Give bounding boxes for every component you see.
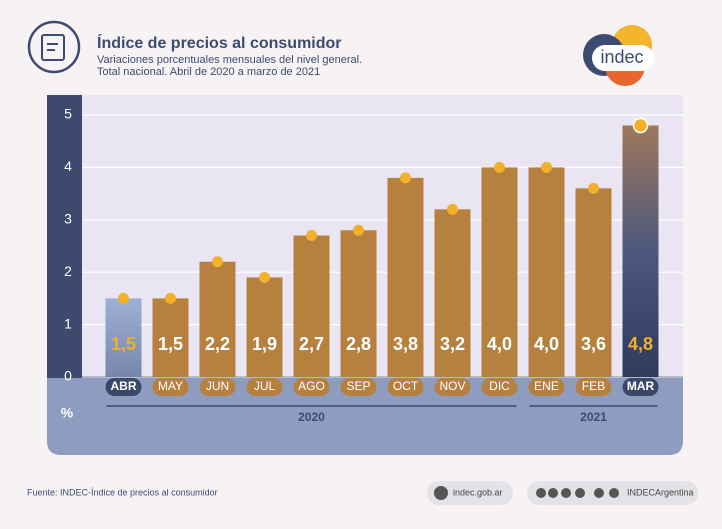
y-tick-label: 1 (64, 315, 72, 331)
x-tick-pill (481, 378, 518, 396)
value-label: 4,8 (628, 334, 653, 354)
bar-dot (165, 292, 176, 304)
logo-text: indec (600, 47, 643, 67)
social-icon (548, 488, 558, 498)
bar (105, 298, 142, 377)
x-tick-label: JUL (254, 379, 276, 393)
website-pill (427, 481, 513, 505)
x-tick-label: AGO (298, 379, 325, 393)
website: indec.gob.ar (453, 487, 503, 497)
chart-subtitle: Variaciones porcentuales mensuales del n… (97, 54, 362, 66)
header-icon-sheet (41, 34, 65, 61)
bar (246, 277, 283, 377)
bar-dot (306, 230, 317, 242)
value-label: 2,8 (346, 334, 371, 354)
x-tick-label: OCT (393, 379, 419, 393)
bar-dot (447, 203, 458, 215)
logo-pill (592, 45, 654, 71)
social-icon (594, 488, 604, 498)
x-tick-label: ENE (534, 379, 559, 393)
value-label: 4,0 (534, 334, 559, 354)
value-label: 3,6 (581, 334, 606, 354)
bar-dot (588, 182, 599, 194)
y-tick-label: 4 (64, 158, 72, 174)
x-tick-pill (293, 378, 330, 396)
x-tick-pill (434, 378, 471, 396)
header-icon (27, 20, 81, 74)
value-label: 1,9 (252, 334, 277, 354)
x-tick-pill (387, 378, 424, 396)
x-tick-label: MAY (158, 379, 183, 393)
value-label: 3,2 (440, 334, 465, 354)
bar-dot (400, 172, 411, 184)
value-label: 2,2 (205, 334, 230, 354)
y-tick-label: 2 (64, 263, 72, 279)
bar (434, 209, 471, 377)
source: Fuente: INDEC-Índice de precios al consu… (27, 487, 218, 497)
bar (152, 298, 189, 377)
website-icon (434, 486, 448, 500)
y-tick-label: 3 (64, 211, 72, 227)
bar-dot (353, 224, 364, 236)
social-handle: INDECArgentina (627, 487, 694, 497)
social-icon (575, 488, 585, 498)
x-tick-pill (199, 378, 236, 396)
x-tick-pill (575, 378, 612, 396)
bar-dot (632, 117, 649, 134)
group-label: 2021 (580, 410, 607, 424)
value-label: 1,5 (111, 334, 136, 354)
x-tick-label: DIC (489, 379, 510, 393)
bar-dot (212, 256, 223, 268)
x-tick-pill (622, 378, 659, 396)
bar (340, 230, 377, 377)
bar-dot (259, 271, 270, 283)
bar-dot (118, 292, 129, 304)
social-icon (536, 488, 546, 498)
chart-subtitle: Total nacional. Abril de 2020 a marzo de… (97, 66, 320, 78)
x-tick-pill (528, 378, 565, 396)
bar (387, 177, 424, 377)
axis-band (47, 377, 683, 455)
bar (622, 125, 659, 377)
x-tick-pill (340, 378, 377, 396)
bar (575, 188, 612, 377)
x-tick-label: SEP (346, 379, 370, 393)
x-tick-label: JUN (206, 379, 229, 393)
bar (293, 235, 330, 377)
chart-title: Índice de precios al consumidor (97, 33, 342, 52)
value-label: 2,7 (299, 334, 324, 354)
x-tick-pill (105, 378, 142, 396)
social-icon (561, 488, 571, 498)
y-tick-label: 0 (64, 368, 72, 384)
x-tick-pill (152, 378, 189, 396)
bar (528, 167, 565, 377)
value-label: 4,0 (487, 334, 512, 354)
x-tick-label: ABR (111, 379, 137, 393)
x-tick-pill (246, 378, 283, 396)
y-tick-label: 5 (64, 106, 72, 122)
x-tick-label: FEB (582, 379, 605, 393)
bar-dot (541, 161, 552, 173)
x-tick-label: MAR (627, 379, 655, 393)
x-tick-label: NOV (439, 379, 465, 393)
social-icon (609, 488, 619, 498)
y-axis-label: % (61, 405, 74, 421)
bar (481, 167, 518, 377)
bar-dot (494, 161, 505, 173)
y-axis-strip (47, 95, 82, 377)
value-label: 1,5 (158, 334, 183, 354)
group-label: 2020 (298, 410, 325, 424)
value-label: 3,8 (393, 334, 418, 354)
bar (199, 261, 236, 377)
